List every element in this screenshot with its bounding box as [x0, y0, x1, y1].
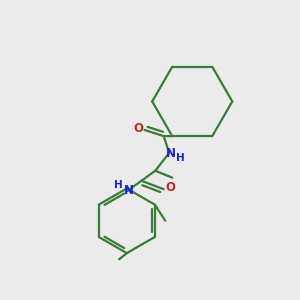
Text: H: H [176, 153, 184, 164]
Text: O: O [134, 122, 143, 135]
Text: H: H [114, 180, 123, 190]
Text: N: N [124, 184, 134, 196]
Text: O: O [165, 181, 175, 194]
Text: N: N [166, 147, 176, 160]
